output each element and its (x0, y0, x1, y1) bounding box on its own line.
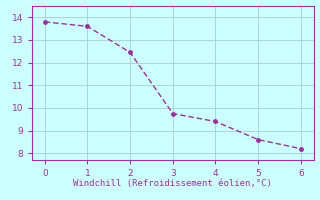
X-axis label: Windchill (Refroidissement éolien,°C): Windchill (Refroidissement éolien,°C) (73, 179, 272, 188)
